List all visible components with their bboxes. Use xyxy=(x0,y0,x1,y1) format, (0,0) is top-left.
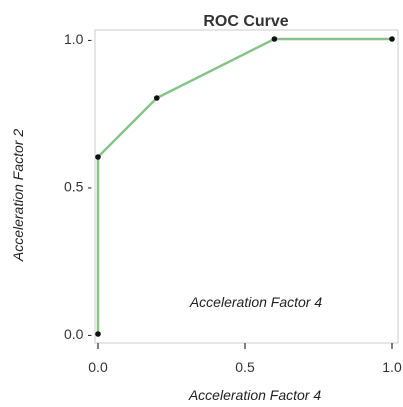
y-tick-label: 1.0 - xyxy=(64,31,92,47)
x-tick-label: 0.5 xyxy=(235,359,255,375)
data-point xyxy=(95,154,101,160)
x-tick-label: 1.0 xyxy=(382,359,402,375)
chart-title: ROC Curve xyxy=(203,13,288,30)
x-tick-label: 0.0 xyxy=(88,359,108,375)
series-layer xyxy=(95,36,395,337)
y-tick-label: 0.5 - xyxy=(64,179,92,195)
plot-frame xyxy=(94,29,399,344)
y-axis-label: Acceleration Factor 2 xyxy=(10,129,26,262)
data-point xyxy=(154,95,160,101)
data-point xyxy=(271,36,278,42)
data-point xyxy=(389,36,395,42)
axis-ticks: 0.0 0.5 1.0 0.0 - 0.5 - 1.0 - xyxy=(64,31,402,375)
y-tick-label: 0.0 - xyxy=(64,326,92,342)
x-axis-label: Acceleration Factor 4 xyxy=(188,387,321,403)
plot-annotation: Acceleration Factor 4 xyxy=(189,294,322,310)
data-point xyxy=(95,331,101,337)
